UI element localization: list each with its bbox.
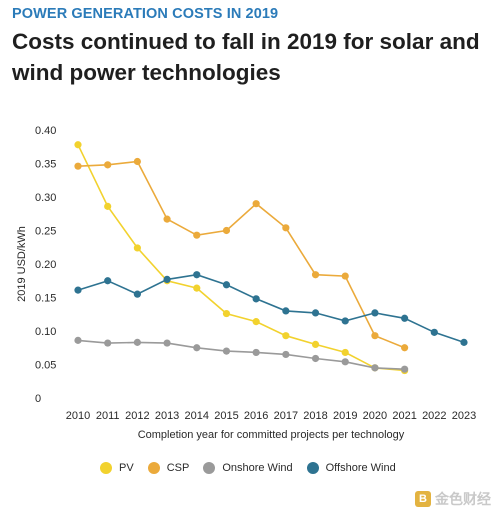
data-point-offshore-wind: [430, 328, 438, 336]
data-point-onshore-wind: [311, 354, 320, 363]
watermark-text: 金色财经: [435, 491, 491, 507]
data-point-offshore-wind: [311, 309, 320, 317]
data-point-pv: [74, 141, 82, 149]
y-tick-label: 0.20: [35, 259, 56, 271]
data-point-offshore-wind: [133, 290, 141, 298]
data-point-pv: [222, 309, 231, 318]
data-point-offshore-wind: [282, 307, 290, 315]
data-point-csp: [104, 161, 112, 169]
data-point-csp: [371, 332, 379, 340]
data-point-csp: [133, 157, 141, 166]
data-point-onshore-wind: [133, 338, 141, 346]
data-point-onshore-wind: [74, 336, 82, 344]
data-point-offshore-wind: [193, 271, 201, 279]
legend-swatch: [100, 462, 112, 474]
legend-label: PV: [119, 462, 134, 474]
x-tick-label: 2020: [363, 410, 387, 422]
data-point-offshore-wind: [371, 309, 379, 317]
legend-swatch: [306, 462, 319, 474]
x-tick-label: 2023: [452, 410, 476, 422]
legend-label: Offshore Wind: [325, 462, 396, 474]
data-point-csp: [193, 231, 201, 239]
data-point-csp: [401, 344, 409, 352]
series-line-onshore-wind: [77, 339, 405, 370]
series-line-csp: [77, 160, 405, 349]
data-point-csp: [163, 215, 171, 223]
data-point-offshore-wind: [222, 281, 231, 289]
x-tick-label: 2021: [392, 410, 416, 422]
data-point-csp: [74, 162, 82, 170]
legend-item-pv: PV: [100, 462, 134, 474]
x-tick-label: 2018: [303, 410, 327, 422]
y-tick-label: 0.35: [35, 159, 56, 171]
y-tick-label: 0.05: [35, 360, 56, 372]
x-tick-label: 2019: [333, 410, 357, 422]
x-tick-label: 2014: [185, 410, 209, 422]
data-point-onshore-wind: [371, 364, 379, 372]
chart-kicker: POWER GENERATION COSTS IN 2019: [12, 6, 279, 22]
data-point-pv: [193, 284, 201, 292]
data-point-pv: [311, 340, 320, 348]
data-point-csp: [282, 224, 290, 232]
data-point-csp: [222, 226, 231, 235]
y-tick-label: 0.15: [35, 293, 56, 305]
data-point-offshore-wind: [341, 317, 349, 325]
data-point-onshore-wind: [401, 365, 409, 373]
y-tick-label: 0.40: [35, 125, 56, 137]
x-tick-label: 2015: [214, 410, 238, 422]
series-line-pv: [77, 144, 405, 372]
data-point-pv: [282, 332, 290, 340]
legend-swatch: [147, 462, 160, 474]
y-axis-title: 2019 USD/kWh: [16, 226, 28, 302]
data-point-onshore-wind: [163, 339, 171, 347]
x-tick-label: 2012: [125, 410, 149, 422]
data-point-onshore-wind: [341, 358, 349, 366]
data-point-onshore-wind: [252, 348, 260, 357]
chart-title: Costs continued to fall in 2019 for sola…: [12, 29, 480, 85]
data-point-onshore-wind: [104, 339, 112, 347]
y-tick-label: 0.30: [35, 192, 56, 204]
data-point-csp: [311, 271, 320, 279]
x-tick-label: 2013: [155, 410, 179, 422]
data-point-offshore-wind: [252, 295, 260, 303]
data-point-csp: [252, 200, 260, 208]
data-point-pv: [341, 348, 349, 357]
legend-item-offshore-wind: Offshore Wind: [306, 462, 396, 474]
data-point-csp: [341, 272, 349, 280]
legend-label: Onshore Wind: [222, 462, 293, 474]
data-point-pv: [252, 318, 260, 326]
x-tick-label: 2011: [96, 410, 120, 422]
x-tick-label: 2022: [422, 410, 446, 422]
data-point-offshore-wind: [401, 314, 409, 322]
data-point-onshore-wind: [193, 344, 201, 352]
chart-legend: PV CSP Onshore Wind Offshore Wind: [100, 462, 396, 474]
watermark: B 金色财经: [415, 489, 491, 509]
y-tick-label: 0.10: [35, 326, 56, 338]
legend-swatch: [203, 462, 216, 474]
watermark-logo-icon: B: [415, 491, 431, 507]
legend-label: CSP: [166, 462, 190, 474]
x-tick-label: 2017: [274, 410, 298, 422]
y-tick-label: 0: [35, 393, 41, 405]
data-point-offshore-wind: [163, 275, 171, 284]
x-tick-label: 2010: [66, 410, 90, 422]
data-point-offshore-wind: [460, 338, 468, 346]
data-point-pv: [104, 202, 112, 210]
x-axis-title: Completion year for committed projects p…: [138, 429, 405, 441]
data-point-onshore-wind: [282, 350, 290, 359]
data-point-pv: [133, 244, 141, 252]
legend-item-onshore-wind: Onshore Wind: [203, 462, 293, 474]
x-tick-label: 2016: [244, 410, 268, 422]
series-line-offshore-wind: [77, 273, 465, 344]
data-point-offshore-wind: [104, 277, 112, 285]
y-tick-label: 0.25: [35, 226, 56, 238]
data-point-offshore-wind: [74, 286, 82, 294]
data-point-onshore-wind: [222, 347, 231, 355]
legend-item-csp: CSP: [147, 462, 190, 474]
